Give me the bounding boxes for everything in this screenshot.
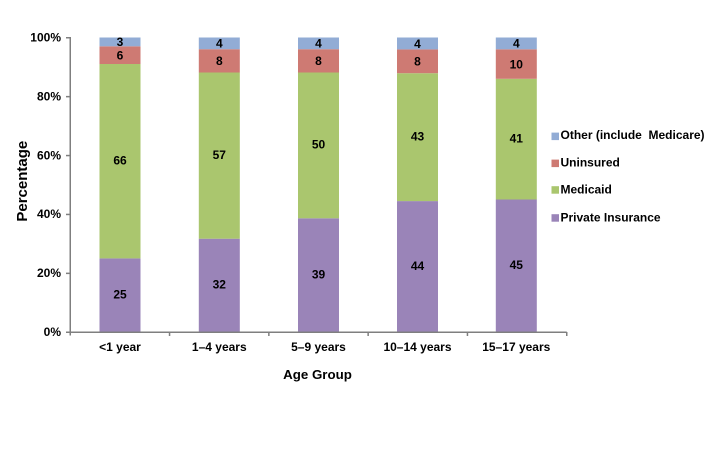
svg-text:5–9 years: 5–9 years (291, 340, 346, 354)
svg-text:20%: 20% (37, 266, 61, 280)
svg-text:60%: 60% (37, 148, 61, 162)
svg-text:80%: 80% (37, 89, 61, 103)
svg-text:4: 4 (513, 37, 520, 51)
svg-text:100%: 100% (30, 31, 61, 45)
svg-text:3: 3 (117, 35, 124, 49)
svg-text:Uninsured: Uninsured (561, 155, 620, 169)
svg-text:32: 32 (213, 278, 227, 292)
svg-text:Percentage: Percentage (14, 141, 31, 222)
svg-text:Age Group: Age Group (283, 367, 352, 382)
svg-text:6: 6 (117, 49, 124, 63)
svg-text:4: 4 (315, 37, 322, 51)
svg-text:50: 50 (312, 138, 326, 152)
svg-text:Private Insurance: Private Insurance (561, 210, 661, 224)
svg-text:44: 44 (411, 259, 425, 273)
svg-text:41: 41 (510, 132, 524, 146)
svg-text:43: 43 (411, 130, 425, 144)
svg-text:66: 66 (113, 154, 127, 168)
svg-text:8: 8 (414, 55, 421, 69)
svg-text:40%: 40% (37, 207, 61, 221)
svg-text:4: 4 (216, 37, 223, 51)
svg-text:0%: 0% (44, 325, 62, 339)
svg-text:10: 10 (510, 57, 524, 71)
svg-text:8: 8 (315, 54, 322, 68)
svg-text:Other (include Medicare): Other (include Medicare) (561, 128, 705, 142)
svg-text:25: 25 (113, 288, 127, 302)
svg-text:57: 57 (213, 148, 227, 162)
svg-text:<1 year: <1 year (99, 340, 141, 354)
svg-text:4: 4 (414, 37, 421, 51)
svg-text:8: 8 (216, 54, 223, 68)
svg-text:15–17 years: 15–17 years (482, 340, 550, 354)
svg-text:1–4 years: 1–4 years (192, 340, 247, 354)
svg-text:Medicaid: Medicaid (561, 182, 612, 196)
svg-text:39: 39 (312, 268, 326, 282)
svg-text:45: 45 (510, 258, 524, 272)
svg-text:10–14 years: 10–14 years (383, 340, 451, 354)
